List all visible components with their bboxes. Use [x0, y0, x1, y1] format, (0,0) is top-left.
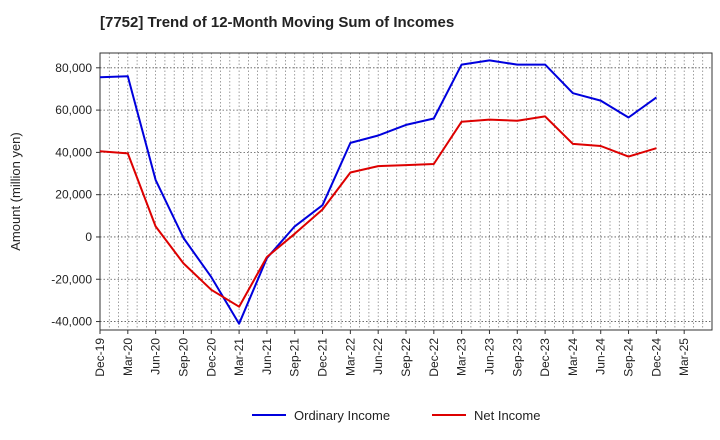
y-tick-label: 40,000 — [55, 145, 92, 159]
x-tick-label: Dec-20 — [204, 338, 218, 377]
x-tick-label: Dec-21 — [316, 338, 330, 377]
x-tick-label: Mar-23 — [455, 338, 469, 376]
x-tick-label: Jun-21 — [260, 338, 274, 375]
x-tick-label: Sep-24 — [622, 338, 636, 377]
x-tick-label: Sep-22 — [399, 338, 413, 377]
y-tick-label: 0 — [85, 230, 92, 244]
y-axis-ticks: -40,000 -20,000 0 20,000 40,000 60,000 80,000 — [51, 61, 100, 329]
x-tick-label: Sep-20 — [176, 338, 190, 377]
series-lines — [99, 59, 657, 325]
x-tick-label: Jun-24 — [594, 338, 608, 375]
y-tick-label: 20,000 — [55, 188, 92, 202]
x-tick-label: Mar-20 — [121, 338, 135, 376]
x-tick-label: Jun-22 — [371, 338, 385, 375]
legend-label: Net Income — [474, 408, 540, 423]
legend: Ordinary Income Net Income — [252, 408, 540, 423]
legend-label: Ordinary Income — [294, 408, 390, 423]
x-tick-label: Dec-24 — [649, 338, 663, 377]
series-line-ordinary-income — [99, 59, 657, 325]
x-tick-label: Jun-23 — [482, 338, 496, 375]
y-tick-label: 80,000 — [55, 61, 92, 75]
x-tick-label: Sep-21 — [288, 338, 302, 377]
x-tick-label: Mar-24 — [566, 338, 580, 376]
y-tick-label: -40,000 — [51, 315, 92, 329]
grid-lines — [100, 53, 712, 330]
chart-title: [7752] Trend of 12-Month Moving Sum of I… — [100, 14, 455, 31]
x-tick-label: Mar-22 — [343, 338, 357, 376]
x-tick-label: Dec-22 — [427, 338, 441, 377]
x-tick-label: Mar-25 — [677, 338, 691, 376]
x-tick-label: Dec-19 — [93, 338, 107, 377]
y-axis-label: Amount (million yen) — [8, 132, 23, 251]
y-tick-label: 60,000 — [55, 103, 92, 117]
series-line-net-income — [99, 115, 657, 308]
x-tick-label: Sep-23 — [510, 338, 524, 377]
y-tick-label: -20,000 — [51, 272, 92, 286]
x-tick-label: Jun-20 — [149, 338, 163, 375]
x-tick-label: Dec-23 — [538, 338, 552, 377]
x-axis-ticks: Dec-19 Mar-20 Jun-20 Sep-20 Dec-20 Mar-21 Jun-… — [93, 330, 691, 377]
x-tick-label: Mar-21 — [232, 338, 246, 376]
